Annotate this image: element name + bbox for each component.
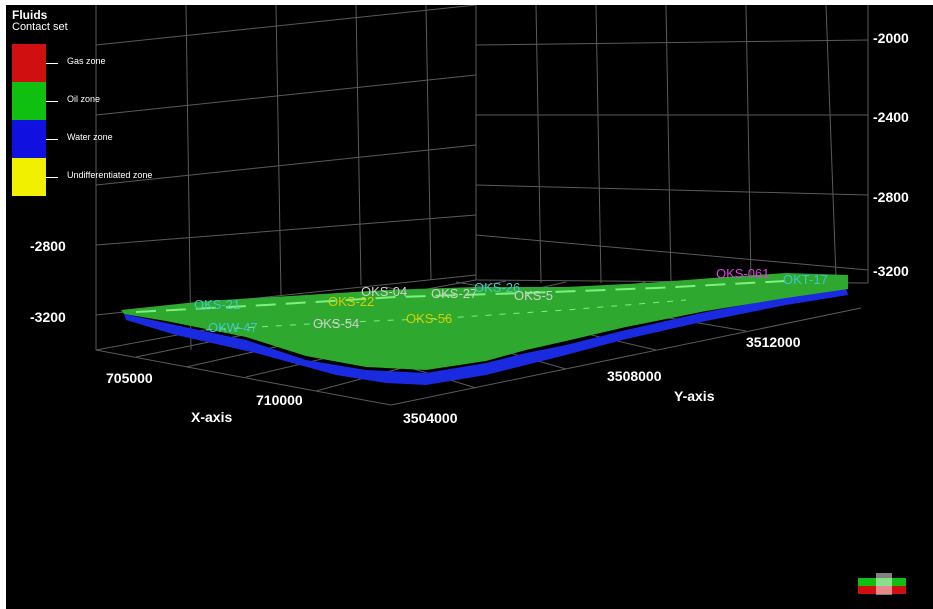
y-tick: 3504000 [403, 410, 458, 426]
orientation-cube-icon[interactable] [858, 573, 906, 595]
well-label[interactable]: OKS-27 [431, 286, 478, 301]
x-tick: 705000 [106, 370, 153, 386]
legend-tick [46, 63, 58, 64]
well-label[interactable]: OKW-47 [208, 320, 258, 335]
well-label[interactable]: OKS-061 [716, 266, 770, 281]
undifferentiated-zone-swatch [12, 158, 46, 196]
x-tick: 710000 [256, 392, 303, 408]
well-label[interactable]: OKS-21 [194, 297, 241, 312]
oil-highlight [135, 280, 787, 313]
well-label[interactable]: OKS-56 [406, 311, 453, 326]
well-label[interactable]: OKS-26 [474, 280, 521, 295]
x-axis-label: X-axis [191, 409, 233, 425]
oil-zone-swatch [12, 82, 46, 120]
legend-label-oil: Oil zone [67, 94, 101, 104]
well-label[interactable]: OKS-54 [313, 316, 360, 331]
legend-label-water: Water zone [67, 132, 113, 142]
y-tick: 3512000 [746, 334, 801, 350]
z-tick-right: -2000 [873, 30, 909, 46]
legend-tick [46, 139, 58, 140]
legend-title: Fluids [12, 8, 48, 22]
y-tick: 3508000 [607, 368, 662, 384]
z-tick-right: -2400 [873, 109, 909, 125]
z-tick-left: -2800 [30, 238, 66, 254]
oil-highlight-2 [205, 299, 687, 331]
water-zone-swatch [12, 120, 46, 158]
legend-subtitle: Contact set [12, 21, 68, 33]
well-label[interactable]: OKS-5 [514, 288, 554, 303]
legend-tick [46, 177, 58, 178]
water-zone-surface [124, 288, 848, 385]
z-tick-left: -3200 [30, 309, 66, 325]
3d-viewport[interactable]: Fluids Contact set Gas zone Oil zone Wat… [6, 5, 933, 609]
gas-zone-swatch [12, 44, 46, 82]
legend-label-gas: Gas zone [67, 56, 106, 66]
well-label[interactable]: OKS-22 [328, 294, 375, 309]
oil-zone-surface [121, 273, 848, 370]
z-tick-right: -3200 [873, 263, 909, 279]
3d-scene [95, 5, 906, 595]
y-axis-label: Y-axis [674, 388, 715, 404]
z-tick-right: -2800 [873, 189, 909, 205]
well-label[interactable]: OKS-04 [361, 284, 408, 299]
legend-label-undifferentiated: Undifferentiated zone [67, 170, 153, 180]
legend-tick [46, 101, 58, 102]
well-label[interactable]: OKT-17 [783, 272, 828, 287]
